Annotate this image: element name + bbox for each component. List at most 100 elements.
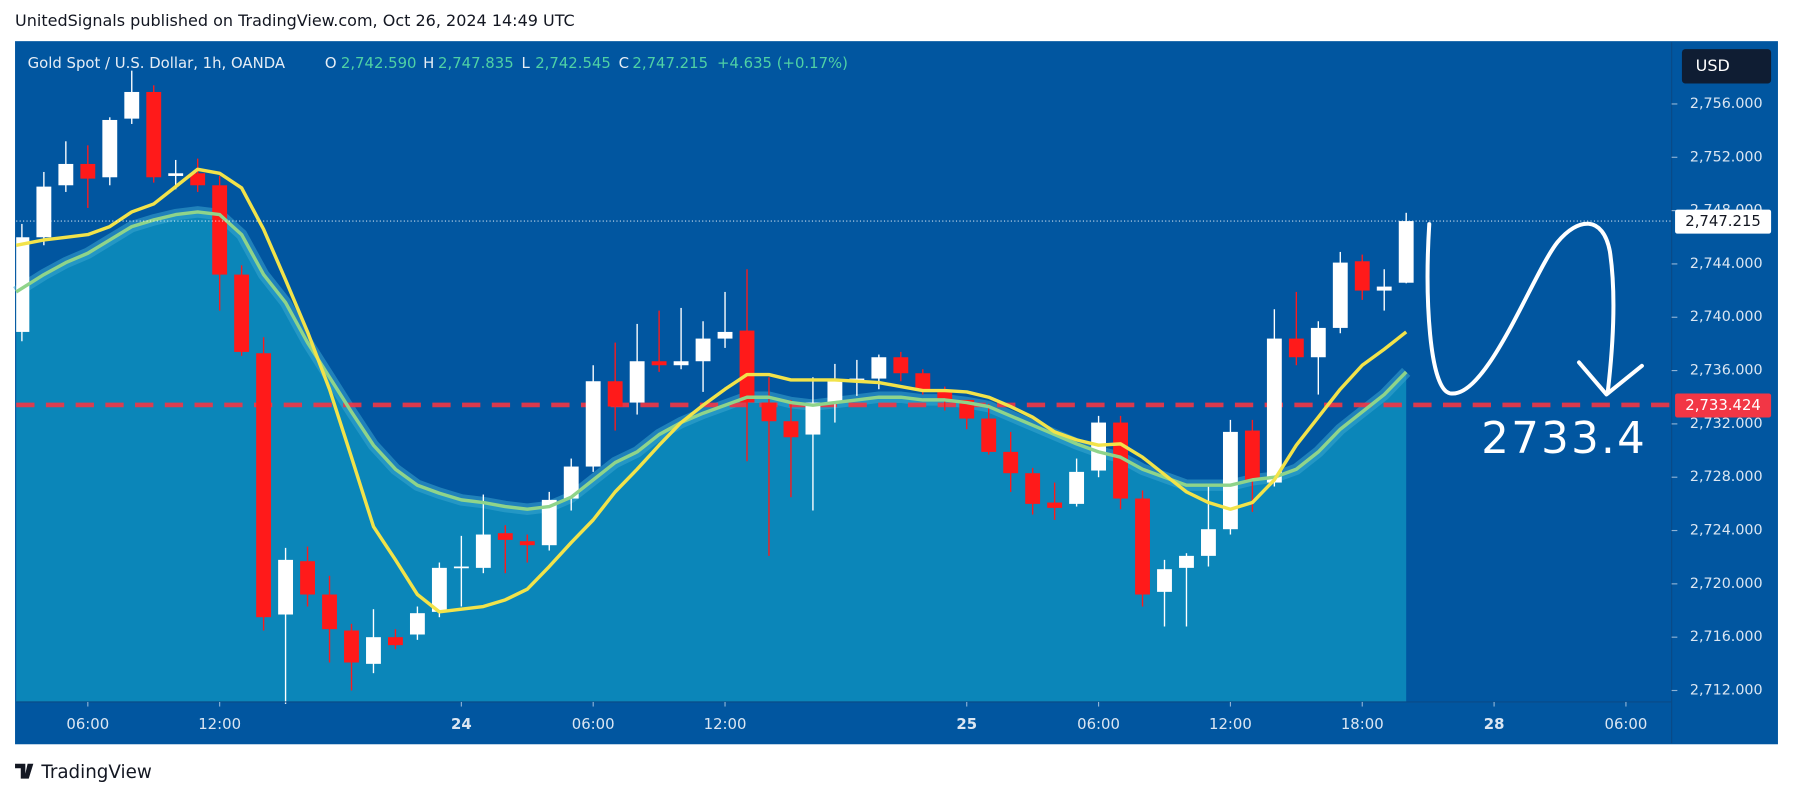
y-tick-label: 2,732.000	[1690, 416, 1763, 432]
candle-body	[761, 402, 777, 422]
target-annotation: 2733.4	[1481, 414, 1647, 464]
currency-box[interactable]	[1681, 49, 1772, 84]
candle-body	[1113, 422, 1128, 499]
candle-body	[1135, 498, 1150, 595]
x-tick-label: 06:00	[572, 715, 615, 733]
x-tick-label: 24	[451, 715, 472, 733]
y-tick-label: 2,720.000	[1690, 576, 1763, 592]
x-tick-label: 06:00	[1077, 715, 1120, 733]
candle-body	[695, 338, 711, 362]
currency-label[interactable]: USD	[1696, 56, 1730, 75]
candle-body	[234, 274, 250, 352]
ohlc-value: 2,742.545	[535, 54, 611, 72]
target-price-label: 2,733.424	[1685, 396, 1761, 414]
x-tick-label: 12:00	[704, 715, 747, 733]
candle-body	[168, 173, 184, 176]
candle-body	[651, 361, 667, 366]
candle-body	[431, 567, 447, 612]
ohlc-letter: L	[522, 54, 531, 72]
candle-body	[1332, 262, 1348, 328]
symbol-legend: Gold Spot / U.S. Dollar, 1h, OANDA	[28, 54, 286, 72]
last-price-label: 2,747.215	[1685, 212, 1761, 230]
candle-body	[212, 185, 228, 275]
moving-average-line	[15, 167, 1408, 614]
candle-body	[1157, 569, 1172, 592]
change-value: +4.635 (+0.17%)	[717, 54, 848, 72]
logo-mark	[15, 763, 34, 779]
candle-body	[871, 357, 887, 379]
candle-body	[1310, 327, 1326, 358]
candle-body	[827, 379, 843, 403]
candle-body	[300, 561, 315, 595]
publish-line: UnitedSignals published on TradingView.c…	[15, 11, 575, 30]
y-tick-label: 2,724.000	[1690, 523, 1763, 539]
candle-body	[409, 613, 425, 635]
x-tick-label: 12:00	[198, 715, 241, 733]
candle-body	[80, 163, 96, 179]
candle-body	[1222, 431, 1238, 530]
candle-body	[453, 566, 469, 569]
candle-body	[36, 186, 52, 238]
ohlc-value: 2,742.590	[341, 54, 417, 72]
candle-body	[981, 418, 997, 452]
ohlc-legend: O 2,742.590 H 2,747.835 L 2,742.545 C 2,747.215…	[325, 54, 848, 72]
ohlc-value: 2,747.835	[438, 54, 514, 72]
x-tick-label: 28	[1484, 715, 1505, 733]
candle-body	[1003, 451, 1019, 474]
brand-logo	[15, 763, 34, 779]
candle-body	[519, 541, 535, 546]
candle-body	[541, 499, 557, 546]
candle-body	[1244, 430, 1260, 480]
x-tick-label: 06:00	[1605, 715, 1648, 733]
candle-body	[1376, 286, 1392, 291]
candle-body	[190, 173, 206, 186]
candle-body	[366, 637, 381, 664]
candle-body	[1398, 221, 1414, 283]
candle-body	[102, 119, 118, 178]
hand-drawn-curve	[1425, 221, 1616, 396]
candle-body	[256, 353, 272, 618]
y-tick-label: 2,712.000	[1690, 683, 1763, 699]
y-tick-label: 2,716.000	[1690, 629, 1763, 645]
candle-body	[805, 402, 821, 435]
candle-body	[344, 630, 359, 663]
candle-body	[893, 357, 909, 374]
candle-body	[739, 330, 755, 403]
candle-body	[58, 163, 74, 186]
candle-body	[124, 91, 140, 119]
candle-body	[629, 361, 645, 403]
last-price-tag	[1675, 209, 1772, 234]
candle-body	[388, 637, 403, 646]
candle-body	[1069, 471, 1085, 504]
ohlc-letter: H	[423, 54, 434, 72]
y-tick-label: 2,740.000	[1690, 309, 1763, 325]
candle-body	[915, 373, 931, 390]
target-price-tag	[1675, 393, 1772, 418]
x-tick-label: 06:00	[66, 715, 109, 733]
candle-body	[673, 361, 689, 366]
candle-body	[1047, 502, 1063, 508]
candle-body	[1179, 555, 1194, 568]
ohlc-value: 2,747.215	[632, 54, 708, 72]
y-tick-label: 2,752.000	[1690, 149, 1763, 165]
candle-body	[475, 534, 491, 568]
y-tick-label: 2,728.000	[1690, 469, 1763, 485]
candle-body	[1288, 338, 1304, 358]
y-tick-label: 2,756.000	[1690, 96, 1763, 112]
x-tick-label: 18:00	[1341, 715, 1384, 733]
ohlc-letter: O	[325, 54, 337, 72]
arrow-head	[1577, 360, 1644, 397]
candle-body	[1266, 338, 1282, 483]
candle-body	[585, 381, 601, 467]
candle-body	[1354, 261, 1370, 291]
ohlc-letter: C	[619, 54, 629, 72]
candle-body	[717, 331, 733, 339]
candle-body	[563, 466, 579, 499]
brand-name: TradingView	[40, 762, 152, 783]
candle-body	[783, 421, 799, 438]
x-tick-label: 12:00	[1209, 715, 1252, 733]
candle-body	[278, 559, 294, 615]
y-tick-label: 2,736.000	[1690, 363, 1763, 379]
candle-body	[849, 378, 865, 381]
